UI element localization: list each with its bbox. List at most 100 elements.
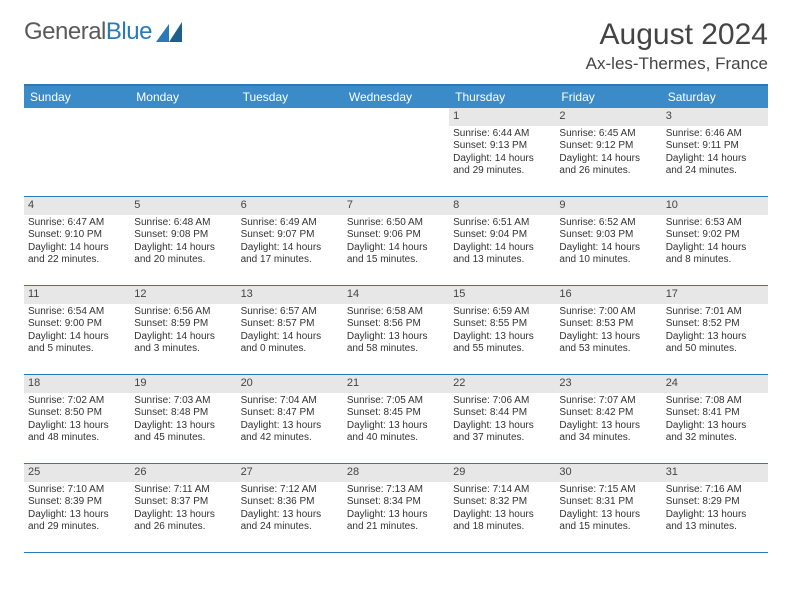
day-number: 19 — [130, 375, 236, 393]
sunrise-line: Sunrise: 6:57 AM — [241, 306, 339, 319]
logo-word2: Blue — [106, 18, 152, 45]
daylight-line: and 40 minutes. — [347, 432, 445, 445]
day-number: 24 — [662, 375, 768, 393]
day-cell: 2Sunrise: 6:45 AMSunset: 9:12 PMDaylight… — [555, 108, 661, 196]
sunrise-line: Sunrise: 6:46 AM — [666, 128, 764, 141]
day-header-row: SundayMondayTuesdayWednesdayThursdayFrid… — [24, 86, 768, 108]
day-cell: 4Sunrise: 6:47 AMSunset: 9:10 PMDaylight… — [24, 197, 130, 285]
daylight-line: and 15 minutes. — [559, 521, 657, 534]
day-number: 12 — [130, 286, 236, 304]
daylight-line: Daylight: 13 hours — [241, 509, 339, 522]
title-block: August 2024 Ax-les-Thermes, France — [586, 18, 768, 74]
sunrise-line: Sunrise: 6:51 AM — [453, 217, 551, 230]
day-details: Sunrise: 6:48 AMSunset: 9:08 PMDaylight:… — [130, 217, 236, 267]
day-cell: 29Sunrise: 7:14 AMSunset: 8:32 PMDayligh… — [449, 464, 555, 552]
daylight-line: and 45 minutes. — [134, 432, 232, 445]
day-cell: 17Sunrise: 7:01 AMSunset: 8:52 PMDayligh… — [662, 286, 768, 374]
day-cell: 12Sunrise: 6:56 AMSunset: 8:59 PMDayligh… — [130, 286, 236, 374]
day-number: 5 — [130, 197, 236, 215]
day-details: Sunrise: 7:15 AMSunset: 8:31 PMDaylight:… — [555, 484, 661, 534]
day-number — [130, 108, 236, 126]
sunset-line: Sunset: 9:03 PM — [559, 229, 657, 242]
sunrise-line: Sunrise: 7:11 AM — [134, 484, 232, 497]
sunrise-line: Sunrise: 6:50 AM — [347, 217, 445, 230]
daylight-line: Daylight: 13 hours — [134, 420, 232, 433]
daylight-line: and 10 minutes. — [559, 254, 657, 267]
daylight-line: and 13 minutes. — [666, 521, 764, 534]
day-details: Sunrise: 6:45 AMSunset: 9:12 PMDaylight:… — [555, 128, 661, 178]
day-details: Sunrise: 6:58 AMSunset: 8:56 PMDaylight:… — [343, 306, 449, 356]
daylight-line: Daylight: 13 hours — [559, 331, 657, 344]
week-row: 1Sunrise: 6:44 AMSunset: 9:13 PMDaylight… — [24, 108, 768, 197]
sunset-line: Sunset: 8:36 PM — [241, 496, 339, 509]
daylight-line: and 53 minutes. — [559, 343, 657, 356]
day-cell: 7Sunrise: 6:50 AMSunset: 9:06 PMDaylight… — [343, 197, 449, 285]
day-details: Sunrise: 7:06 AMSunset: 8:44 PMDaylight:… — [449, 395, 555, 445]
header: GeneralBlue August 2024 Ax-les-Thermes, … — [24, 18, 768, 74]
day-cell: 1Sunrise: 6:44 AMSunset: 9:13 PMDaylight… — [449, 108, 555, 196]
day-number: 25 — [24, 464, 130, 482]
daylight-line: Daylight: 13 hours — [28, 420, 126, 433]
day-cell: 20 Sunrise: 7:04 AMSunset: 8:47 PMDayligh… — [237, 375, 343, 463]
sunrise-line: Sunrise: 7:14 AM — [453, 484, 551, 497]
sunset-line: Sunset: 8:37 PM — [134, 496, 232, 509]
day-cell: 24Sunrise: 7:08 AMSunset: 8:41 PMDayligh… — [662, 375, 768, 463]
day-cell: 22 Sunrise: 7:06 AMSunset: 8:44 PMDayligh… — [449, 375, 555, 463]
daylight-line: and 13 minutes. — [453, 254, 551, 267]
day-number: 21 — [343, 375, 449, 393]
day-number: 31 — [662, 464, 768, 482]
day-number — [343, 108, 449, 126]
daylight-line: and 29 minutes. — [28, 521, 126, 534]
daylight-line: Daylight: 14 hours — [666, 242, 764, 255]
daylight-line: and 37 minutes. — [453, 432, 551, 445]
sunset-line: Sunset: 8:32 PM — [453, 496, 551, 509]
week-row: 11 Sunrise: 6:54 AMSunset: 9:00 PMDayligh… — [24, 286, 768, 375]
logo-text: GeneralBlue — [24, 18, 152, 46]
sunset-line: Sunset: 8:53 PM — [559, 318, 657, 331]
daylight-line: Daylight: 13 hours — [347, 420, 445, 433]
sunset-line: Sunset: 9:12 PM — [559, 140, 657, 153]
day-details: Sunrise: 7:13 AMSunset: 8:34 PMDaylight:… — [343, 484, 449, 534]
day-details: Sunrise: 6:53 AMSunset: 9:02 PMDaylight:… — [662, 217, 768, 267]
sunrise-line: Sunrise: 7:01 AM — [666, 306, 764, 319]
daylight-line: and 26 minutes. — [559, 165, 657, 178]
sunrise-line: Sunrise: 7:05 AM — [347, 395, 445, 408]
day-details: Sunrise: 7:03 AMSunset: 8:48 PMDaylight:… — [130, 395, 236, 445]
sunset-line: Sunset: 9:11 PM — [666, 140, 764, 153]
day-cell: 21Sunrise: 7:05 AMSunset: 8:45 PMDayligh… — [343, 375, 449, 463]
day-cell-empty — [24, 108, 130, 196]
daylight-line: and 20 minutes. — [134, 254, 232, 267]
day-cell-empty — [343, 108, 449, 196]
daylight-line: and 55 minutes. — [453, 343, 551, 356]
day-number: 10 — [662, 197, 768, 215]
day-number: 15 — [449, 286, 555, 304]
day-details: Sunrise: 7:04 AMSunset: 8:47 PMDaylight:… — [237, 395, 343, 445]
day-cell: 31Sunrise: 7:16 AMSunset: 8:29 PMDayligh… — [662, 464, 768, 552]
sunset-line: Sunset: 8:41 PM — [666, 407, 764, 420]
day-header-monday: Monday — [130, 86, 236, 108]
daylight-line: and 32 minutes. — [666, 432, 764, 445]
day-details: Sunrise: 6:54 AMSunset: 9:00 PMDaylight:… — [24, 306, 130, 356]
day-number: 29 — [449, 464, 555, 482]
day-number: 26 — [130, 464, 236, 482]
day-cell: 13Sunrise: 6:57 AMSunset: 8:57 PMDayligh… — [237, 286, 343, 374]
daylight-line: Daylight: 14 hours — [666, 153, 764, 166]
daylight-line: and 5 minutes. — [28, 343, 126, 356]
day-cell: 28Sunrise: 7:13 AMSunset: 8:34 PMDayligh… — [343, 464, 449, 552]
sunrise-line: Sunrise: 6:59 AM — [453, 306, 551, 319]
daylight-line: and 29 minutes. — [453, 165, 551, 178]
day-header-wednesday: Wednesday — [343, 86, 449, 108]
day-number: 20 — [237, 375, 343, 393]
daylight-line: Daylight: 14 hours — [134, 242, 232, 255]
day-details: Sunrise: 6:51 AMSunset: 9:04 PMDaylight:… — [449, 217, 555, 267]
day-cell: 25Sunrise: 7:10 AMSunset: 8:39 PMDayligh… — [24, 464, 130, 552]
sunrise-line: Sunrise: 6:56 AM — [134, 306, 232, 319]
sunrise-line: Sunrise: 7:15 AM — [559, 484, 657, 497]
day-number: 22 — [449, 375, 555, 393]
day-cell: 8Sunrise: 6:51 AMSunset: 9:04 PMDaylight… — [449, 197, 555, 285]
day-number: 11 — [24, 286, 130, 304]
sunset-line: Sunset: 8:52 PM — [666, 318, 764, 331]
day-details: Sunrise: 7:11 AMSunset: 8:37 PMDaylight:… — [130, 484, 236, 534]
day-cell: 5 Sunrise: 6:48 AMSunset: 9:08 PMDaylight… — [130, 197, 236, 285]
daylight-line: Daylight: 14 hours — [453, 242, 551, 255]
